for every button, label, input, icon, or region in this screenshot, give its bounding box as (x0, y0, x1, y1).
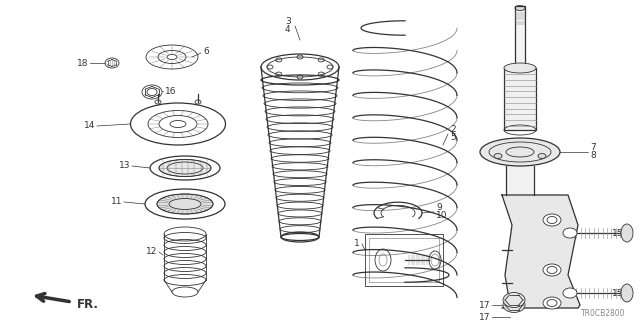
Text: 2: 2 (450, 125, 456, 134)
Text: 3: 3 (285, 18, 291, 27)
Text: TR0CB2800: TR0CB2800 (580, 308, 625, 317)
Text: 5: 5 (450, 133, 456, 142)
Text: 6: 6 (203, 46, 209, 55)
Text: 17: 17 (479, 313, 490, 320)
Text: 13: 13 (118, 162, 130, 171)
Bar (365, 234, 443, 286)
Ellipse shape (621, 224, 633, 242)
Ellipse shape (157, 194, 213, 214)
Text: 10: 10 (436, 212, 447, 220)
Ellipse shape (159, 159, 211, 177)
Ellipse shape (621, 284, 633, 302)
Text: 9: 9 (436, 204, 442, 212)
Ellipse shape (543, 214, 561, 226)
Bar (369, 238, 439, 282)
Ellipse shape (494, 154, 502, 158)
Ellipse shape (563, 228, 577, 238)
Ellipse shape (503, 298, 525, 313)
Ellipse shape (504, 63, 536, 73)
Text: 14: 14 (84, 122, 95, 131)
Ellipse shape (543, 297, 561, 309)
Bar (506, 166, 534, 195)
Text: 1: 1 (355, 239, 360, 249)
Text: 15: 15 (612, 289, 623, 298)
Text: 8: 8 (590, 151, 596, 161)
Text: 11: 11 (111, 197, 122, 206)
Bar (504, 68, 536, 130)
Text: 7: 7 (590, 143, 596, 153)
Text: 4: 4 (285, 26, 291, 35)
Ellipse shape (563, 288, 577, 298)
Ellipse shape (503, 292, 525, 308)
Ellipse shape (538, 154, 546, 158)
Text: 16: 16 (165, 86, 177, 95)
Text: 17: 17 (479, 300, 490, 309)
Ellipse shape (543, 264, 561, 276)
Text: 12: 12 (146, 247, 157, 257)
Bar (515, 6, 525, 68)
Ellipse shape (480, 138, 560, 166)
Text: 15: 15 (612, 228, 623, 237)
Polygon shape (502, 195, 580, 308)
Text: FR.: FR. (77, 299, 99, 311)
Text: 18: 18 (77, 59, 88, 68)
